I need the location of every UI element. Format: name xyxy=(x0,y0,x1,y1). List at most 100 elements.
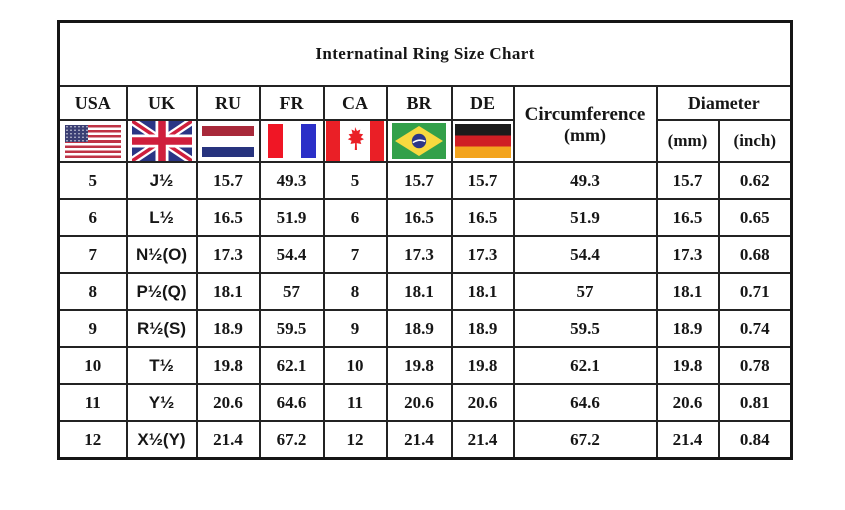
cell-diameter-inch: 0.81 xyxy=(717,383,793,422)
cell-br: 15.7 xyxy=(385,161,453,200)
cell-circumference: 67.2 xyxy=(512,420,658,460)
cell-de: 17.3 xyxy=(450,235,515,274)
cell-usa: 6 xyxy=(57,198,128,237)
cell-usa: 12 xyxy=(57,420,128,460)
cell-ru: 21.4 xyxy=(195,420,261,460)
fr-flag-red-band xyxy=(267,124,283,158)
cell-ca: 10 xyxy=(322,346,388,385)
de-flag-icon xyxy=(454,124,511,158)
cell-uk: J½ xyxy=(125,161,198,200)
cell-uk: T½ xyxy=(125,346,198,385)
cell-br: 20.6 xyxy=(385,383,453,422)
usa-flag-canton xyxy=(64,124,88,143)
cell-circumference: 57 xyxy=(512,272,658,311)
circumference-label: Circumference xyxy=(524,103,646,125)
cell-ca: 12 xyxy=(322,420,388,460)
table-row: 12 X½(Y) 21.4 67.2 12 21.4 21.4 67.2 21.… xyxy=(57,420,793,460)
cell-diameter-inch: 0.62 xyxy=(717,161,793,200)
header-circumference: Circumference (mm) xyxy=(512,85,658,163)
cell-fr: 62.1 xyxy=(258,346,325,385)
flag-cell-ru xyxy=(195,119,261,163)
cell-ru: 18.9 xyxy=(195,309,261,348)
flag-header-row: (mm) (inch) xyxy=(57,119,793,163)
cell-br: 16.5 xyxy=(385,198,453,237)
cell-uk: R½(S) xyxy=(125,309,198,348)
header-de: DE xyxy=(450,85,515,121)
header-diameter-mm: (mm) xyxy=(655,119,720,163)
header-ru: RU xyxy=(195,85,261,121)
cell-fr: 51.9 xyxy=(258,198,325,237)
cell-diameter-inch: 0.84 xyxy=(717,420,793,460)
cell-ru: 19.8 xyxy=(195,346,261,385)
table-row: 5 J½ 15.7 49.3 5 15.7 15.7 49.3 15.7 0.6… xyxy=(57,161,793,200)
cell-ru: 16.5 xyxy=(195,198,261,237)
br-flag-icon xyxy=(392,123,446,159)
cell-diameter-mm: 18.1 xyxy=(655,272,720,311)
cell-circumference: 49.3 xyxy=(512,161,658,200)
ru-flag-red-band xyxy=(202,125,254,136)
header-uk: UK xyxy=(125,85,198,121)
cell-diameter-inch: 0.68 xyxy=(717,235,793,274)
cell-ca: 5 xyxy=(322,161,388,200)
flag-cell-usa xyxy=(57,119,128,163)
cell-de: 21.4 xyxy=(450,420,515,460)
cell-circumference: 51.9 xyxy=(512,198,658,237)
cell-diameter-inch: 0.71 xyxy=(717,272,793,311)
cell-uk: N½(O) xyxy=(125,235,198,274)
cell-br: 19.8 xyxy=(385,346,453,385)
cell-fr: 67.2 xyxy=(258,420,325,460)
cell-de: 18.1 xyxy=(450,272,515,311)
table-row: 9 R½(S) 18.9 59.5 9 18.9 18.9 59.5 18.9 … xyxy=(57,309,793,348)
cell-diameter-mm: 18.9 xyxy=(655,309,720,348)
table-row: 10 T½ 19.8 62.1 10 19.8 19.8 62.1 19.8 0… xyxy=(57,346,793,385)
cell-ru: 17.3 xyxy=(195,235,261,274)
ca-flag-icon xyxy=(326,121,384,161)
cell-usa: 8 xyxy=(57,272,128,311)
cell-uk: Y½ xyxy=(125,383,198,422)
cell-ca: 11 xyxy=(322,383,388,422)
cell-fr: 59.5 xyxy=(258,309,325,348)
cell-usa: 7 xyxy=(57,235,128,274)
header-ca: CA xyxy=(322,85,388,121)
fr-flag-icon xyxy=(265,121,318,161)
page-title: Internatinal Ring Size Chart xyxy=(57,20,793,87)
cell-br: 17.3 xyxy=(385,235,453,274)
cell-de: 19.8 xyxy=(450,346,515,385)
cell-ca: 6 xyxy=(322,198,388,237)
flag-cell-uk xyxy=(125,119,198,163)
cell-de: 20.6 xyxy=(450,383,515,422)
cell-de: 15.7 xyxy=(450,161,515,200)
cell-de: 16.5 xyxy=(450,198,515,237)
flag-cell-fr xyxy=(258,119,325,163)
cell-diameter-mm: 17.3 xyxy=(655,235,720,274)
cell-ca: 7 xyxy=(322,235,388,274)
country-code-header-row: USA UK RU FR CA BR DE Circumference (mm)… xyxy=(57,85,793,163)
cell-circumference: 54.4 xyxy=(512,235,658,274)
cell-diameter-inch: 0.74 xyxy=(717,309,793,348)
cell-ca: 8 xyxy=(322,272,388,311)
uk-flag-icon xyxy=(131,121,192,161)
cell-circumference: 62.1 xyxy=(512,346,658,385)
cell-ru: 15.7 xyxy=(195,161,261,200)
cell-diameter-inch: 0.78 xyxy=(717,346,793,385)
cell-br: 18.9 xyxy=(385,309,453,348)
cell-usa: 5 xyxy=(57,161,128,200)
usa-flag-icon xyxy=(64,124,121,158)
cell-br: 21.4 xyxy=(385,420,453,460)
header-usa: USA xyxy=(57,85,128,121)
cell-diameter-mm: 19.8 xyxy=(655,346,720,385)
cell-uk: X½(Y) xyxy=(125,420,198,460)
cell-diameter-mm: 16.5 xyxy=(655,198,720,237)
ru-flag-blue-band xyxy=(202,146,254,157)
circumference-unit: (mm) xyxy=(564,124,606,145)
flag-cell-de xyxy=(450,119,515,163)
cell-diameter-inch: 0.65 xyxy=(717,198,793,237)
cell-usa: 10 xyxy=(57,346,128,385)
cell-diameter-mm: 20.6 xyxy=(655,383,720,422)
cell-usa: 9 xyxy=(57,309,128,348)
cell-circumference: 59.5 xyxy=(512,309,658,348)
cell-usa: 11 xyxy=(57,383,128,422)
cell-fr: 64.6 xyxy=(258,383,325,422)
cell-uk: L½ xyxy=(125,198,198,237)
table-row: 7 N½(O) 17.3 54.4 7 17.3 17.3 54.4 17.3 … xyxy=(57,235,793,274)
